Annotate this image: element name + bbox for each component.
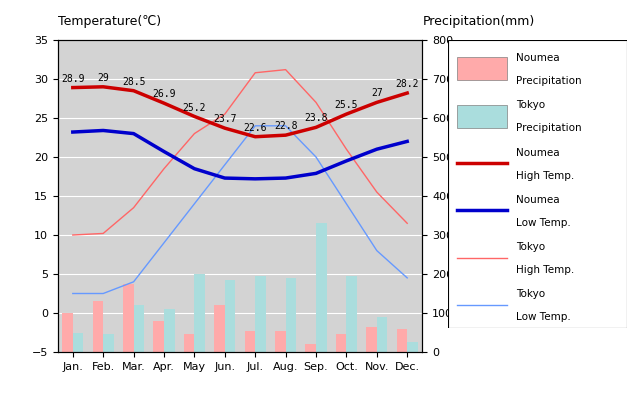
Bar xyxy=(164,309,175,352)
Bar xyxy=(73,332,83,352)
Bar xyxy=(103,334,114,352)
Bar xyxy=(184,334,195,352)
Bar xyxy=(377,317,387,352)
Text: Tokyo: Tokyo xyxy=(516,289,545,299)
Text: Tokyo: Tokyo xyxy=(516,100,545,110)
Bar xyxy=(336,334,346,352)
Bar xyxy=(457,104,507,128)
Text: High Temp.: High Temp. xyxy=(516,170,574,180)
Bar xyxy=(244,330,255,352)
Text: 22.6: 22.6 xyxy=(243,123,267,133)
Text: Noumea: Noumea xyxy=(516,53,560,63)
Text: 23.7: 23.7 xyxy=(213,114,237,124)
Bar xyxy=(275,330,285,352)
Bar xyxy=(285,278,296,352)
Text: Noumea: Noumea xyxy=(516,148,560,158)
Text: Noumea: Noumea xyxy=(516,195,560,205)
Bar xyxy=(225,280,236,352)
Bar xyxy=(214,305,225,352)
Bar xyxy=(255,276,266,352)
Bar xyxy=(457,57,507,80)
Bar xyxy=(93,301,103,352)
Text: Tokyo: Tokyo xyxy=(516,242,545,252)
Text: Precipitation(mm): Precipitation(mm) xyxy=(422,15,534,28)
Text: 23.8: 23.8 xyxy=(304,114,328,124)
Bar xyxy=(195,274,205,352)
Bar xyxy=(366,327,377,352)
Text: Precipitation: Precipitation xyxy=(516,76,582,86)
Bar xyxy=(154,321,164,352)
Text: 28.2: 28.2 xyxy=(396,79,419,89)
Text: 25.5: 25.5 xyxy=(335,100,358,110)
Bar xyxy=(134,305,144,352)
Bar xyxy=(123,284,134,352)
Text: Low Temp.: Low Temp. xyxy=(516,218,571,228)
Bar xyxy=(62,313,73,352)
Bar xyxy=(305,344,316,352)
Text: 27: 27 xyxy=(371,88,383,98)
Text: 28.5: 28.5 xyxy=(122,77,145,87)
Text: 28.9: 28.9 xyxy=(61,74,84,84)
Text: Precipitation: Precipitation xyxy=(516,123,582,133)
Text: Temperature(℃): Temperature(℃) xyxy=(58,15,161,28)
Text: Low Temp.: Low Temp. xyxy=(516,312,571,322)
Text: High Temp.: High Temp. xyxy=(516,265,574,275)
Bar xyxy=(407,342,418,352)
Text: 22.8: 22.8 xyxy=(274,121,298,131)
Text: 26.9: 26.9 xyxy=(152,89,176,99)
Bar xyxy=(397,329,407,352)
Text: 29: 29 xyxy=(97,73,109,83)
Bar xyxy=(346,276,357,352)
Bar xyxy=(316,223,326,352)
Text: 25.2: 25.2 xyxy=(182,102,206,112)
